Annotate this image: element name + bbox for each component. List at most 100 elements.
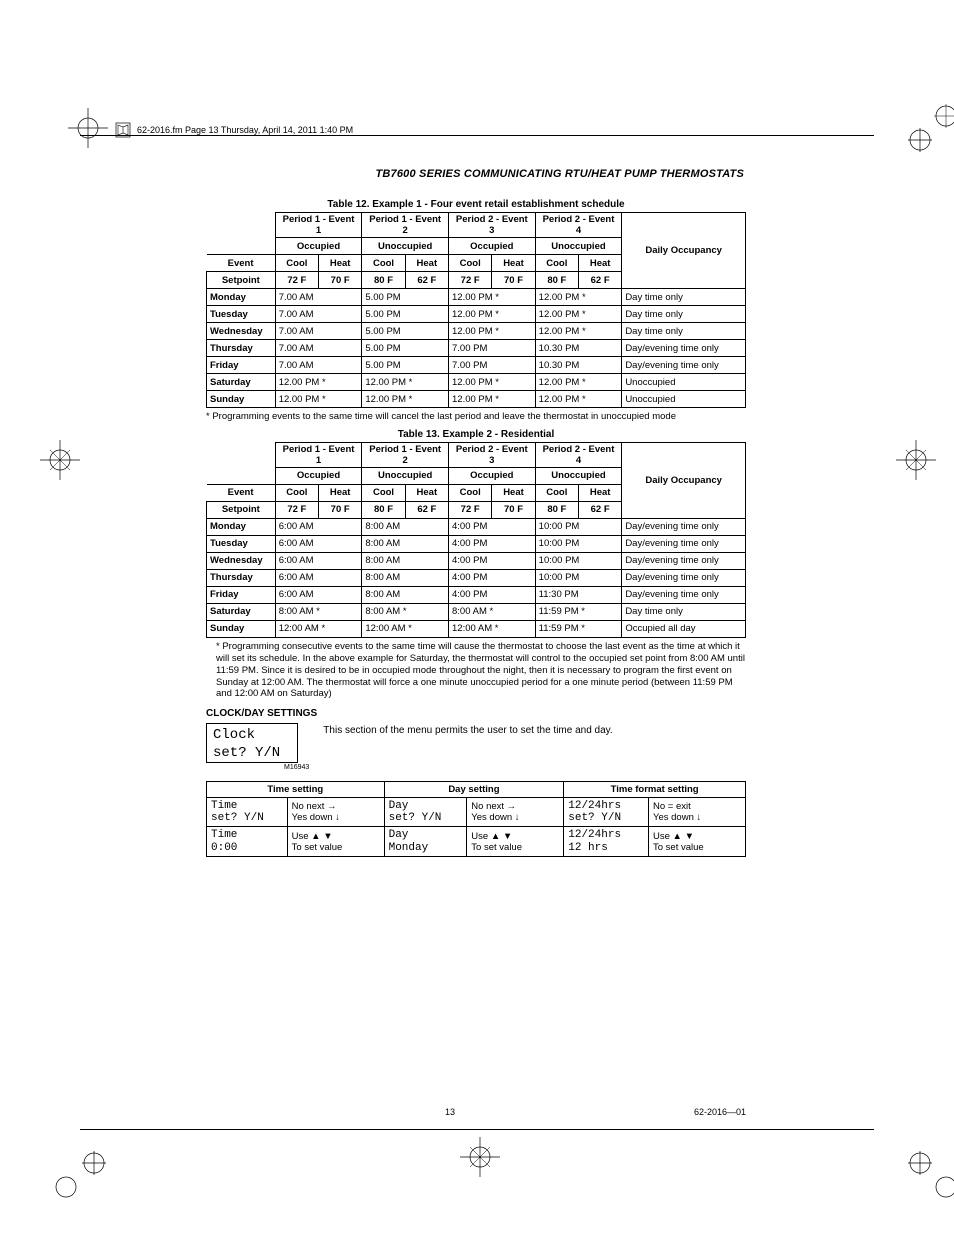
table12-caption: Table 12. Example 1 - Four event retail … [206,199,746,210]
time-cell: 4:00 PM [449,552,536,569]
time-cell: 5.00 PM [362,323,449,340]
day-cell: Monday [207,289,276,306]
crop-mark-bc [460,1137,488,1165]
settings-lcd-cell: 12/24hrs12 hrs [564,827,649,856]
lcd-sub: M16943 [284,764,309,771]
table-row: Tuesday6:00 AM8:00 AM4:00 PM10:00 PMDay/… [207,535,746,552]
t12-s4: Unoccupied [535,238,622,255]
time-cell: 12.00 PM * [362,374,449,391]
settings-lcd-cell: 12/24hrsset? Y/N [564,798,649,827]
clockday-heading: CLOCK/DAY SETTINGS [206,708,746,719]
crop-mark-bl [50,1147,78,1175]
time-cell: 7.00 AM [275,340,362,357]
time-cell: 8:00 AM [362,518,449,535]
time-cell: 4:00 PM [449,586,536,603]
table-row: Saturday8:00 AM *8:00 AM *8:00 AM *11:59… [207,603,746,620]
day-cell: Monday [207,518,276,535]
time-cell: 12.00 PM * [449,323,536,340]
lcd-line1: Clock [213,726,291,744]
table-row: Friday6:00 AM8:00 AM4:00 PM11:30 PMDay/e… [207,586,746,603]
table-row: Saturday12.00 PM *12.00 PM *12.00 PM *12… [207,374,746,391]
time-cell: 5.00 PM [362,340,449,357]
day-cell: Sunday [207,391,276,408]
settings-row: Time0:00Use ▲ ▼To set valueDayMondayUse … [207,827,746,856]
t12-event-label: Event [207,255,276,272]
time-cell: 12.00 PM * [535,289,622,306]
table-row: Monday6:00 AM8:00 AM4:00 PM10:00 PMDay/e… [207,518,746,535]
footer-docnum: 62-2016—01 [694,1107,746,1117]
time-cell: 8:00 AM [362,586,449,603]
time-cell: 8:00 AM [362,535,449,552]
table13-periods-row: Period 1 - Event 1 Period 1 - Event 2 Pe… [207,442,746,467]
table-row: Sunday12:00 AM *12:00 AM *12:00 AM *11:5… [207,620,746,637]
time-cell: 11:30 PM [535,586,622,603]
time-cell: 12.00 PM * [362,391,449,408]
time-cell: 7.00 AM [275,289,362,306]
time-cell: 6:00 AM [275,518,362,535]
occupancy-cell: Day/evening time only [622,586,746,603]
time-cell: 12:00 AM * [275,620,362,637]
t12-s3: Occupied [449,238,536,255]
occupancy-cell: Day/evening time only [622,535,746,552]
time-cell: 5.00 PM [362,289,449,306]
day-cell: Sunday [207,620,276,637]
t12-p3: Period 2 - Event 3 [449,213,536,238]
clockday-text: This section of the menu permits the use… [323,723,612,736]
occupancy-cell: Day/evening time only [622,357,746,374]
t12-p2: Period 1 - Event 2 [362,213,449,238]
table12: Period 1 - Event 1 Period 1 - Event 2 Pe… [206,212,746,408]
time-cell: 12.00 PM * [275,374,362,391]
time-cell: 4:00 PM [449,518,536,535]
day-cell: Wednesday [207,552,276,569]
day-cell: Saturday [207,603,276,620]
occupancy-cell: Day/evening time only [622,518,746,535]
crop-mark-ml [40,440,68,468]
table-row: Monday7.00 AM5.00 PM12.00 PM *12.00 PM *… [207,289,746,306]
table12-note: * Programming events to the same time wi… [206,411,746,423]
time-cell: 10:00 PM [535,552,622,569]
crop-mark-mr [896,440,924,468]
time-cell: 12.00 PM * [449,306,536,323]
settings-table: Time setting Day setting Time format set… [206,781,746,856]
time-cell: 10.30 PM [535,340,622,357]
time-cell: 12:00 AM * [449,620,536,637]
settings-instr-cell: No next →Yes down ↓ [287,798,384,827]
table-row: Sunday12.00 PM *12.00 PM *12.00 PM *12.0… [207,391,746,408]
time-cell: 7.00 AM [275,306,362,323]
table12-periods-row: Period 1 - Event 1 Period 1 - Event 2 Pe… [207,213,746,238]
occupancy-cell: Day/evening time only [622,340,746,357]
lcd-display: Clock set? Y/N [206,723,298,763]
time-cell: 7.00 AM [275,323,362,340]
time-cell: 12:00 AM * [362,620,449,637]
time-cell: 5.00 PM [362,357,449,374]
time-cell: 8:00 AM [362,552,449,569]
content-area: Table 12. Example 1 - Four event retail … [206,195,746,857]
time-cell: 4:00 PM [449,535,536,552]
time-cell: 6:00 AM [275,535,362,552]
time-cell: 12.00 PM * [275,391,362,408]
footer-page: 13 [445,1107,455,1117]
occupancy-cell: Unoccupied [622,374,746,391]
table-row: Friday7.00 AM5.00 PM7.00 PM10.30 PMDay/e… [207,357,746,374]
time-cell: 8:00 AM * [362,603,449,620]
settings-instr-cell: No = exitYes down ↓ [649,798,746,827]
time-cell: 6:00 AM [275,586,362,603]
footer: 13 62-2016—01 [206,1107,746,1117]
rule-top [80,135,874,136]
day-cell: Friday [207,357,276,374]
occupancy-cell: Day time only [622,306,746,323]
time-cell: 10:00 PM [535,518,622,535]
table-row: Thursday6:00 AM8:00 AM4:00 PM10:00 PMDay… [207,569,746,586]
settings-instr-cell: Use ▲ ▼To set value [467,827,564,856]
time-cell: 7.00 PM [449,340,536,357]
settings-lcd-cell: DayMonday [384,827,467,856]
doc-title: TB7600 SERIES COMMUNICATING RTU/HEAT PUM… [375,168,744,180]
settings-instr-cell: Use ▲ ▼To set value [287,827,384,856]
settings-instr-cell: Use ▲ ▼To set value [649,827,746,856]
day-cell: Tuesday [207,306,276,323]
t12-p1: Period 1 - Event 1 [275,213,362,238]
settings-lcd-cell: Time0:00 [207,827,288,856]
day-cell: Tuesday [207,535,276,552]
settings-lcd-cell: Dayset? Y/N [384,798,467,827]
time-cell: 11:59 PM * [535,620,622,637]
